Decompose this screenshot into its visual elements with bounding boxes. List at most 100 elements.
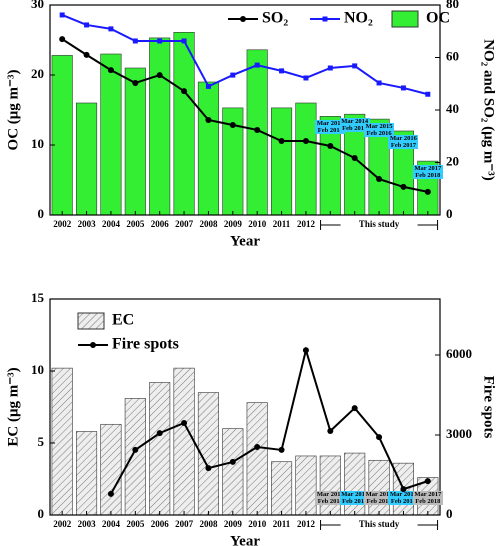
bar <box>124 67 146 216</box>
x-tick-label: 2005 <box>126 519 145 529</box>
bar <box>51 55 73 216</box>
line-marker <box>157 38 163 44</box>
period-label-box: Mar 2014 Feb 2015 <box>339 491 370 505</box>
line-marker <box>327 65 333 71</box>
legend-label: Fire spots <box>112 336 179 353</box>
line-marker <box>278 137 285 144</box>
y2-axis-title: Fire spots <box>481 376 497 439</box>
y-tick-label: 10 <box>31 136 44 151</box>
line-marker <box>205 116 212 123</box>
line-marker <box>156 72 163 79</box>
line-marker <box>400 183 407 190</box>
period-label: Mar 2016 Feb 2017 <box>388 135 419 149</box>
bar <box>295 102 317 216</box>
line-marker <box>90 342 96 348</box>
x-tick-label: 2010 <box>248 219 267 229</box>
line-marker <box>376 176 383 183</box>
period-label: Mar 2015 Feb 2016 <box>364 123 395 138</box>
line-marker <box>400 486 407 493</box>
y2-tick-label: 40 <box>446 101 459 116</box>
annotation: This study <box>359 219 400 229</box>
period-label-box: Mar 2013 Feb 2014 <box>315 491 346 505</box>
line-marker <box>352 63 358 69</box>
y-tick-label: 15 <box>31 290 45 305</box>
line-marker <box>83 51 90 58</box>
bar <box>100 423 122 516</box>
x-tick-label: 2002 <box>53 519 72 529</box>
line-marker <box>351 155 358 162</box>
period-label: Mar 2017 Feb 2018 <box>412 165 443 180</box>
y-tick-label: 5 <box>38 434 45 449</box>
bar <box>76 431 98 516</box>
line-marker <box>205 83 211 89</box>
legend-label: NO₂ <box>344 10 373 27</box>
x-tick-label: 2012 <box>297 519 316 529</box>
y2-tick-label: 80 <box>446 0 459 11</box>
y2-tick-label: 0 <box>446 506 453 521</box>
bar <box>76 102 98 216</box>
line-marker <box>230 72 236 78</box>
line-marker <box>107 490 114 497</box>
y2-tick-label: 0 <box>446 206 453 221</box>
period-label-box: Mar 2013 Feb 2014 <box>315 120 346 135</box>
x-tick-label: 2003 <box>78 519 97 529</box>
line-marker <box>132 446 139 453</box>
y-tick-label: 0 <box>38 506 45 521</box>
legend-label: OC <box>426 10 450 27</box>
line-marker <box>84 22 90 28</box>
line-marker <box>303 75 309 81</box>
line-marker <box>132 38 138 44</box>
period-label-box: Mar 2016 Feb 2017 <box>388 135 419 149</box>
line-marker <box>327 142 334 149</box>
line-marker <box>205 465 212 472</box>
period-label-box: Mar 2016 Feb 2017 <box>388 491 419 505</box>
x-tick-label: 2006 <box>151 519 170 529</box>
line-marker <box>302 347 309 354</box>
line-marker <box>240 16 246 22</box>
x-axis-title: Year <box>230 533 260 546</box>
line <box>61 14 429 96</box>
x-tick-label: 2012 <box>297 219 316 229</box>
x-tick-label: 2005 <box>126 219 145 229</box>
line-marker <box>322 16 328 22</box>
bar <box>173 367 195 516</box>
bar <box>51 367 73 516</box>
x-tick-label: 2007 <box>175 219 194 229</box>
line-marker <box>302 137 309 144</box>
x-tick-label: 2007 <box>175 519 194 529</box>
line-marker <box>254 62 260 68</box>
period-label: Mar 2014 Feb 2015 <box>339 491 370 505</box>
line-marker <box>156 430 163 437</box>
period-label: Mar 2017 Feb 2018 <box>412 491 443 505</box>
line <box>61 38 429 193</box>
x-tick-label: 2009 <box>224 519 243 529</box>
line-marker <box>181 88 188 95</box>
bar <box>100 53 122 216</box>
period-label: Mar 2013 Feb 2014 <box>315 491 346 505</box>
x-tick-label: 2004 <box>102 519 121 529</box>
x-tick-label: 2003 <box>78 219 97 229</box>
legend-label: SO₂ <box>262 10 288 27</box>
y2-tick-label: 20 <box>446 153 459 168</box>
period-label-box: Mar 2017 Feb 2018 <box>412 491 443 505</box>
y-tick-label: 0 <box>38 206 45 221</box>
x-tick-label: 2008 <box>199 519 218 529</box>
period-label: Mar 2014 Feb 2015 <box>339 118 370 133</box>
line-marker <box>229 121 236 128</box>
line-marker <box>132 79 139 86</box>
x-tick-label: 2006 <box>151 219 170 229</box>
line <box>110 346 429 495</box>
y-tick-label: 10 <box>31 362 44 377</box>
y2-tick-label: 6000 <box>446 346 472 361</box>
plot-frame <box>49 298 441 516</box>
period-label: Mar 2016 Feb 2017 <box>388 491 419 505</box>
line-marker <box>278 446 285 453</box>
period-label: Mar 2015 Feb 2016 <box>364 491 395 505</box>
period-label-box: Mar 2015 Feb 2016 <box>364 491 395 505</box>
line-marker <box>376 80 382 86</box>
period-label-box: Mar 2015 Feb 2016 <box>364 123 395 138</box>
line-marker <box>107 67 114 74</box>
line-marker <box>108 26 114 32</box>
legend-swatch <box>391 10 419 28</box>
